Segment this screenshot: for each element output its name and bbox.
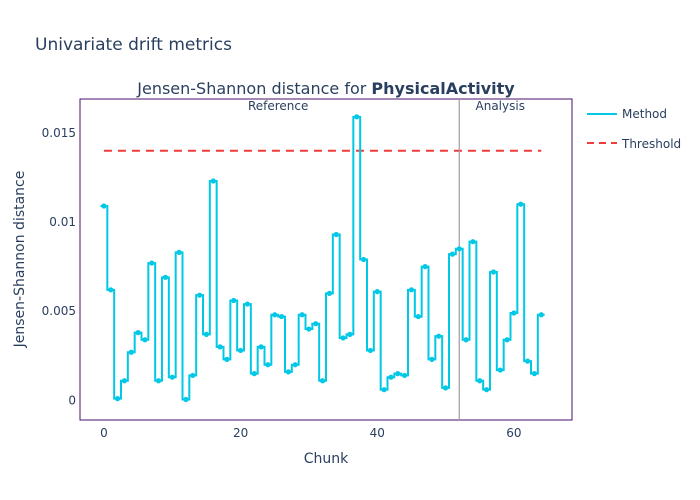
chart-title: Jensen-Shannon distance for PhysicalActi…	[136, 79, 515, 98]
data-point	[114, 396, 121, 402]
data-point	[531, 371, 538, 377]
legend-method-label: Method	[622, 107, 667, 121]
data-point	[477, 378, 483, 384]
data-point	[483, 387, 490, 393]
x-axis-label: Chunk	[304, 451, 349, 467]
data-point	[340, 335, 346, 341]
legend-item-threshold[interactable]: Threshold	[587, 137, 681, 151]
x-tick-label: 20	[233, 426, 248, 440]
data-point	[135, 330, 141, 336]
data-point	[190, 372, 196, 379]
data-point	[401, 372, 408, 379]
data-point	[442, 385, 449, 391]
data-point	[306, 326, 312, 332]
legend-item-method[interactable]: Method	[587, 107, 667, 121]
data-point	[196, 292, 203, 298]
data-point	[251, 371, 257, 377]
data-point	[231, 297, 237, 304]
data-point	[367, 347, 374, 354]
data-point	[388, 374, 394, 380]
plot-area: Reference Analysis	[79, 98, 573, 421]
data-point	[326, 290, 333, 296]
data-point	[183, 396, 189, 403]
data-point	[436, 333, 442, 339]
data-point	[217, 344, 223, 350]
data-point	[278, 313, 285, 320]
data-point	[470, 239, 476, 245]
data-point	[354, 114, 360, 120]
data-point	[169, 374, 175, 380]
data-point	[155, 378, 162, 384]
y-tick-label: 0.015	[42, 126, 76, 140]
data-point	[511, 310, 517, 316]
y-axis-label: Jensen-Shannon distance	[12, 171, 28, 349]
period-label-reference: Reference	[248, 99, 308, 113]
data-point	[518, 201, 524, 207]
data-point	[408, 287, 415, 293]
x-tick-label: 0	[100, 426, 108, 440]
data-point	[299, 312, 305, 318]
data-point	[504, 337, 510, 343]
data-point	[497, 367, 503, 373]
data-point	[272, 312, 278, 318]
data-point	[524, 358, 531, 364]
data-point	[265, 362, 271, 368]
chart-title-prefix: Jensen-Shannon distance for	[136, 79, 371, 98]
data-point	[285, 369, 292, 375]
y-tick-label: 0.005	[42, 304, 76, 318]
data-point	[538, 312, 544, 318]
data-point	[422, 264, 428, 270]
data-point	[292, 362, 298, 368]
chart-title-feature: PhysicalActivity	[371, 79, 515, 98]
data-point	[463, 337, 469, 343]
plot-frame	[79, 98, 573, 421]
data-point	[490, 269, 497, 275]
y-tick-label: 0.01	[49, 215, 76, 229]
data-point	[162, 274, 169, 280]
data-point	[258, 344, 264, 350]
series-line-method	[100, 115, 545, 401]
data-point	[374, 289, 380, 295]
data-point	[128, 349, 134, 355]
data-point	[224, 356, 230, 362]
data-point	[333, 231, 339, 238]
period-label-analysis: Analysis	[476, 99, 525, 113]
legend[interactable]: Method Threshold	[587, 107, 681, 151]
data-point	[456, 246, 462, 252]
data-point	[176, 249, 182, 255]
page-title: Univariate drift metrics	[35, 35, 232, 55]
axis-ticks: 0 20 40 60 0 0.005 0.01 0.015	[42, 126, 522, 440]
y-tick-label: 0	[68, 393, 76, 407]
x-tick-label: 60	[506, 426, 521, 440]
data-point	[101, 203, 107, 209]
data-point	[244, 301, 251, 307]
x-tick-label: 40	[370, 426, 385, 440]
data-point	[149, 260, 155, 266]
data-point	[415, 313, 421, 320]
data-point	[203, 331, 210, 337]
data-point	[313, 321, 319, 327]
data-point	[347, 331, 353, 337]
data-point	[237, 347, 244, 354]
data-point	[121, 378, 128, 384]
data-point	[381, 387, 387, 393]
data-point	[319, 378, 326, 384]
data-point	[108, 287, 114, 293]
data-point	[449, 251, 456, 257]
data-point	[210, 178, 216, 184]
data-point	[142, 337, 148, 343]
data-point	[360, 256, 367, 263]
data-point	[395, 371, 401, 377]
data-point	[429, 356, 435, 362]
legend-threshold-label: Threshold	[621, 137, 681, 151]
